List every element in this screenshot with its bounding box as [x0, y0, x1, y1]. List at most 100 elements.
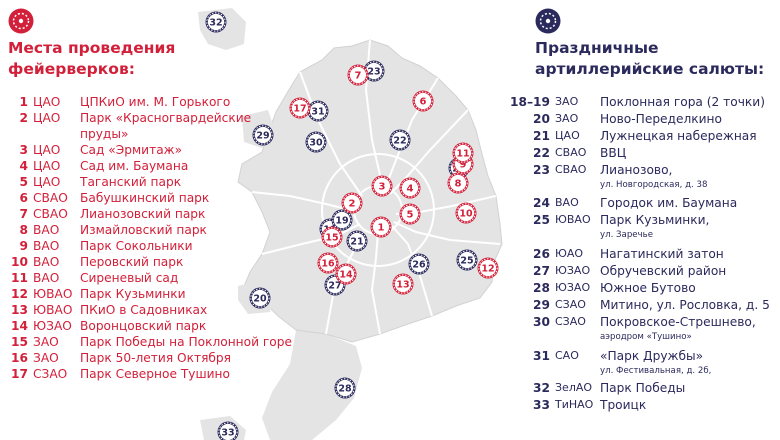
fireworks-marker-dash	[453, 143, 473, 163]
salute-item-name-text: Лужнецкая набережная	[600, 129, 757, 143]
salute-item-number: 29	[533, 298, 550, 312]
fireworks-marker[interactable]: 5	[399, 203, 421, 225]
fireworks-item-number: 1	[19, 95, 28, 109]
salute-marker[interactable]: 21	[346, 230, 368, 252]
salute-item-name: Парк Кузьминки, ул. Заречье	[600, 212, 709, 242]
salute-marker-dash	[409, 254, 429, 274]
fireworks-item-name-line: Измайловский парк	[80, 223, 207, 237]
salute-item-district: ЮАО	[555, 247, 584, 260]
fireworks-marker-label: 14	[339, 270, 353, 281]
fireworks-marker-dash	[322, 227, 342, 247]
salute-marker-center	[254, 126, 272, 144]
fireworks-marker[interactable]: 16	[317, 252, 339, 274]
fireworks-item-number: 17	[11, 367, 28, 381]
salute-marker[interactable]: 22	[389, 129, 411, 151]
salutes-title-line-1: Праздничные	[535, 39, 659, 57]
salute-marker[interactable]: 30	[305, 131, 327, 153]
salute-item-name-text: «Парк Дружбы»	[600, 349, 704, 363]
fireworks-item-number: 10	[11, 255, 28, 269]
salute-marker[interactable]: 20	[249, 287, 271, 309]
salute-item-number: 22	[533, 146, 550, 160]
salute-item-name: Лужнецкая набережная	[600, 128, 757, 144]
fireworks-item-number: 12	[11, 287, 28, 301]
fireworks-marker[interactable]: 11	[452, 142, 474, 164]
fireworks-marker-dash	[336, 264, 356, 284]
fireworks-item-number: 8	[19, 223, 28, 237]
fireworks-item-number: 6	[19, 191, 28, 205]
fireworks-marker[interactable]: 3	[371, 175, 393, 197]
fireworks-item-district: ЗАО	[33, 351, 59, 365]
fireworks-marker[interactable]: 7	[347, 64, 369, 86]
fireworks-item-district: ВАО	[33, 223, 60, 237]
fireworks-item-number: 3	[19, 143, 28, 157]
fireworks-item-name-line: Перовский парк	[80, 255, 184, 269]
salute-item-name: Митино, ул. Рословка, д. 5	[600, 297, 770, 313]
fireworks-item-number: 13	[11, 303, 28, 317]
fireworks-marker-center	[343, 194, 361, 212]
salute-marker-label: 20	[253, 294, 267, 305]
fireworks-marker-label: 3	[379, 182, 386, 193]
fireworks-item-name: Парк «Красногвардейские пруды»	[80, 110, 251, 142]
salute-marker[interactable]: 19	[331, 209, 353, 231]
fireworks-marker-center	[449, 174, 467, 192]
salute-item-district: СВАО	[555, 146, 587, 159]
salute-item-district: ВАО	[555, 196, 579, 209]
salute-item-number: 21	[533, 129, 550, 143]
fireworks-marker[interactable]: 6	[412, 90, 434, 112]
fireworks-item-name: Таганский парк	[80, 174, 181, 190]
fireworks-item-name: Парк Сокольники	[80, 238, 193, 254]
fireworks-marker[interactable]: 17	[289, 97, 311, 119]
fireworks-item-name: Измайловский парк	[80, 222, 207, 238]
fireworks-marker-center	[401, 179, 419, 197]
salute-item-name-text: Лианозово,	[600, 163, 673, 177]
fireworks-marker[interactable]: 8	[447, 172, 469, 194]
salute-item-district: ЦАО	[555, 129, 580, 142]
salute-item-name-text: Парк Победы	[600, 381, 686, 395]
fireworks-item-number: 15	[11, 335, 28, 349]
fireworks-marker-dash	[290, 98, 310, 118]
fireworks-item-district: ВАО	[33, 255, 60, 269]
fireworks-marker-center	[291, 99, 309, 117]
salute-marker[interactable]: 28	[334, 377, 356, 399]
salute-item-number: 33	[533, 398, 550, 412]
fireworks-marker[interactable]: 2	[341, 192, 363, 214]
fireworks-marker[interactable]: 14	[335, 263, 357, 285]
fireworks-item-name: Лианозовский парк	[80, 206, 205, 222]
salute-marker-label: 22	[393, 136, 406, 147]
fireworks-burst-icon	[8, 8, 34, 34]
fireworks-marker[interactable]: 1	[370, 216, 392, 238]
fireworks-item-district: СВАО	[33, 207, 68, 221]
salute-item-number: 24	[533, 196, 550, 210]
salute-item-district: ЮВАО	[555, 213, 591, 226]
fireworks-panel: Места проведения фейерверков: 1 ЦАО ЦПКиО …	[8, 8, 298, 381]
salute-item-address: ул. Заречье	[600, 230, 653, 240]
fireworks-marker[interactable]: 15	[321, 226, 343, 248]
fireworks-item-number: 4	[19, 159, 28, 173]
fireworks-marker[interactable]: 13	[392, 273, 414, 295]
fireworks-item-name-line: Воронцовский парк	[80, 319, 207, 333]
fireworks-item-number: 5	[19, 175, 28, 189]
fireworks-item-district: ЮЗАО	[33, 319, 72, 333]
salute-marker[interactable]: 32	[205, 11, 227, 33]
fireworks-marker[interactable]: 4	[399, 177, 421, 199]
fireworks-marker[interactable]: 12	[477, 257, 499, 279]
fireworks-marker-dash	[342, 193, 362, 213]
salute-marker-center	[458, 251, 476, 269]
salute-marker[interactable]: 26	[408, 253, 430, 275]
salute-marker[interactable]: 23	[363, 60, 385, 82]
fireworks-item-name: ПКиО в Садовниках	[80, 302, 207, 318]
fireworks-item-name: Сиреневый сад	[80, 270, 178, 286]
salute-item-number: 28	[533, 281, 550, 295]
salute-marker[interactable]: 33	[217, 421, 239, 440]
fireworks-marker-label: 8	[455, 179, 462, 190]
salute-item-name-text: Обручевский район	[600, 264, 727, 278]
fireworks-marker-label: 7	[355, 71, 362, 82]
salute-item-address: аэродром «Тушино»	[600, 332, 692, 342]
salute-marker-dash	[250, 288, 270, 308]
salute-marker-center	[391, 131, 409, 149]
salute-marker[interactable]: 29	[252, 124, 274, 146]
salute-marker[interactable]: 31	[307, 100, 329, 122]
salute-item-district: ЗАО	[555, 95, 579, 108]
fireworks-marker[interactable]: 10	[455, 202, 477, 224]
salute-marker[interactable]: 25	[456, 249, 478, 271]
